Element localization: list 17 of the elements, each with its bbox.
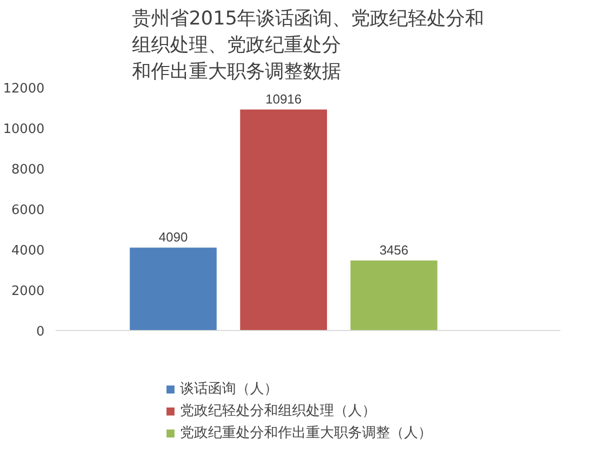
y-tick-label: 8000 [11, 162, 45, 178]
chart-title: 贵州省2015年谈话函询、党政纪轻处分和组织处理、党政纪重处分和作出重大职务调整数据 [132, 8, 484, 82]
legend-label: 党政纪重处分和作出重大职务调整（人） [180, 424, 432, 442]
bar [240, 109, 328, 330]
y-tick-label: 6000 [11, 203, 45, 218]
data-label: 3456 [379, 242, 408, 258]
data-label: 4090 [158, 230, 188, 245]
data-label: 10916 [265, 91, 302, 106]
y-tick-label: 2000 [11, 284, 45, 299]
legend-label: 谈话函询（人） [180, 380, 278, 398]
bar [350, 260, 438, 330]
y-tick-label: 4000 [11, 244, 45, 258]
bar [130, 248, 217, 330]
y-tick-label: 12000 [3, 82, 45, 96]
y-tick-label: 0 [36, 324, 45, 340]
legend-label: 党政纪轻处分和组织处理（人） [180, 402, 376, 420]
y-tick-label: 10000 [3, 122, 45, 137]
